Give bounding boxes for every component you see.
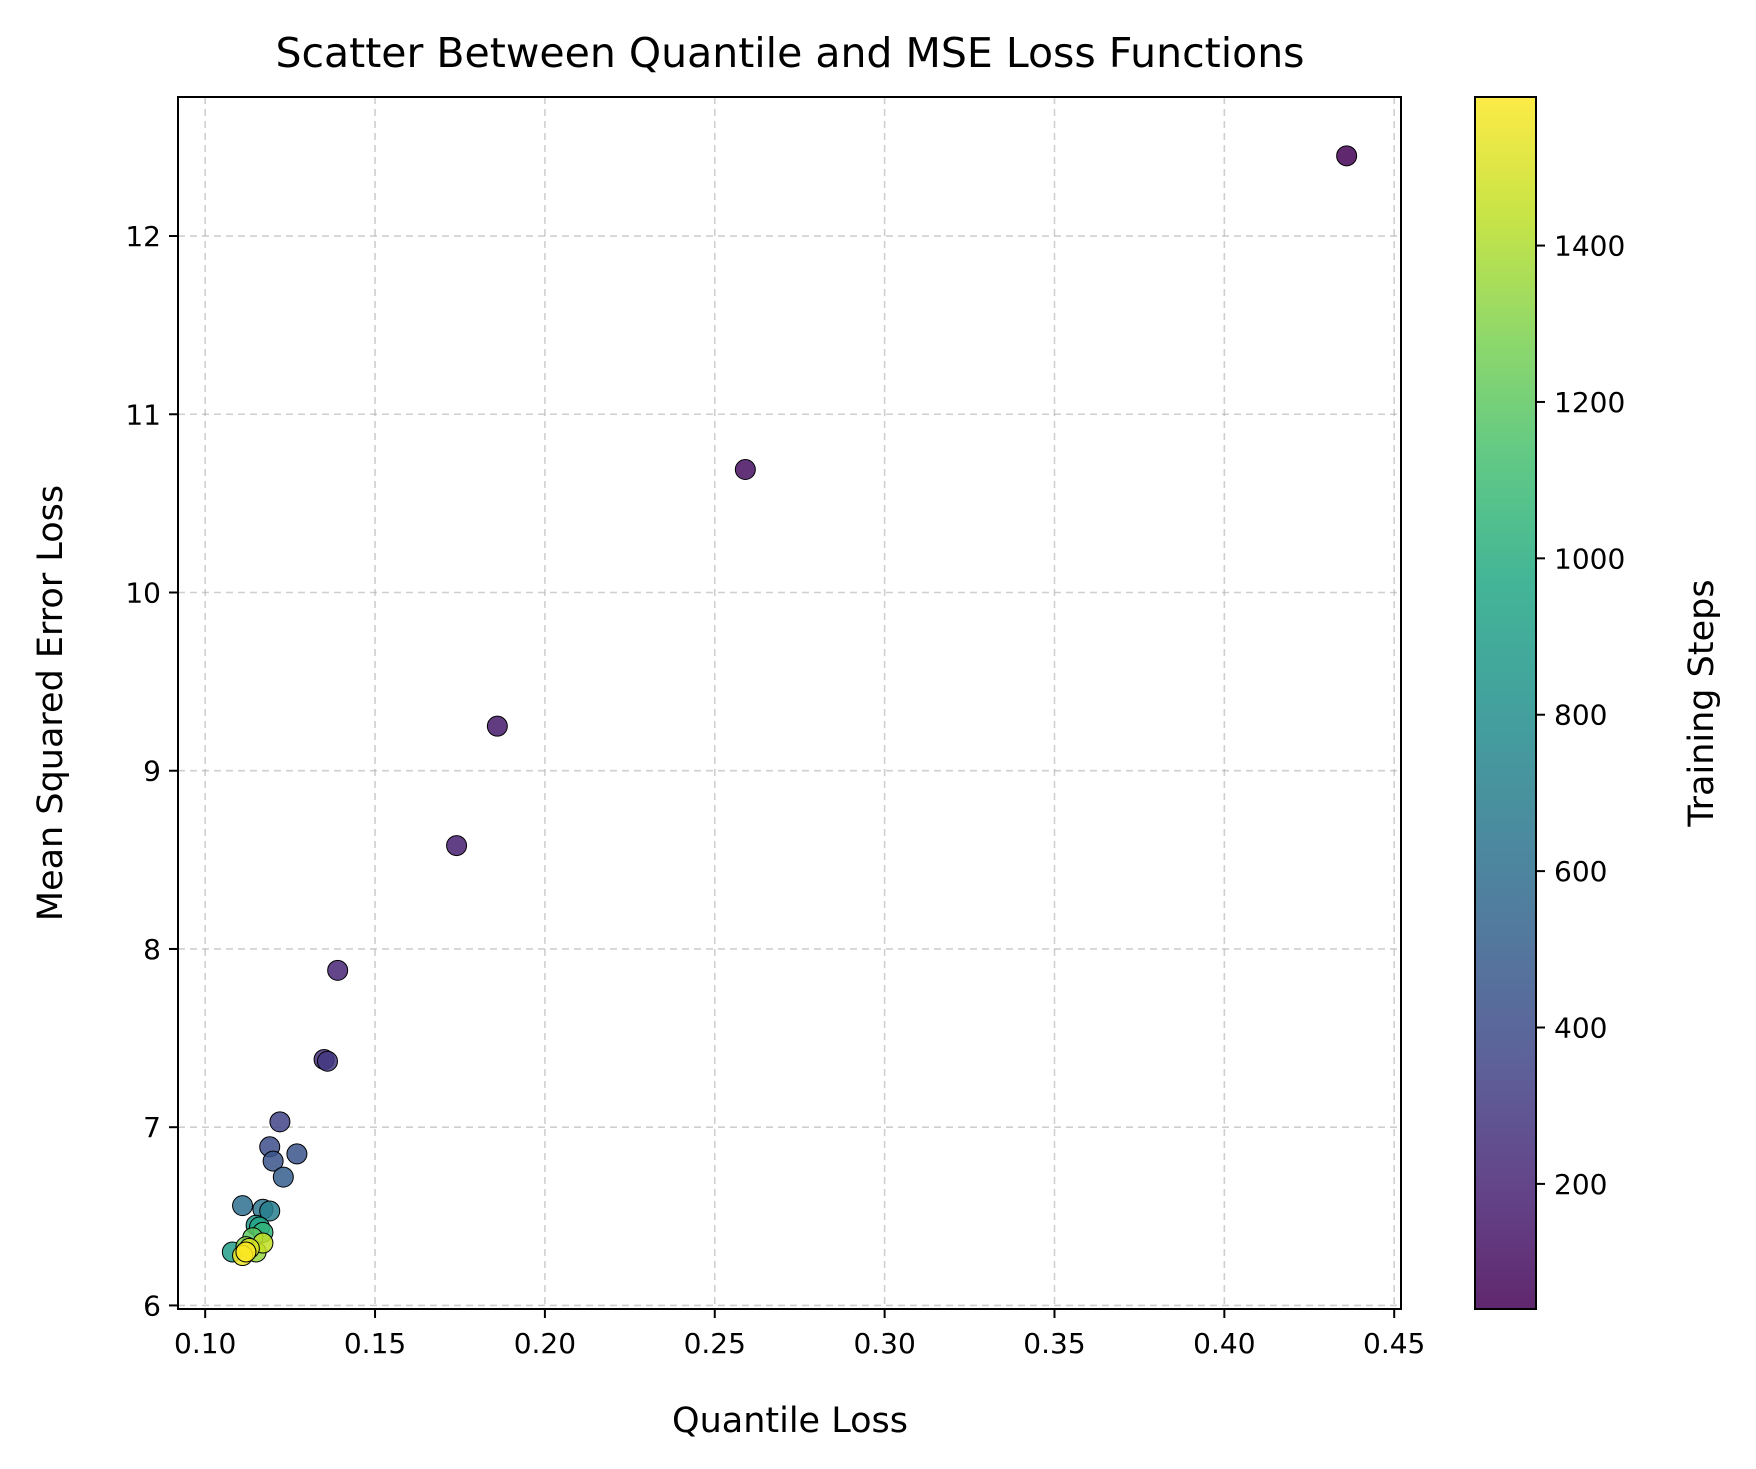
colorbar-tick-label: 600: [1554, 855, 1607, 888]
scatter-point: [446, 835, 468, 857]
x-axis-label: Quantile Loss: [672, 1401, 908, 1441]
colorbar: 200 400 600 800 1000 1200 1400: [1474, 96, 1625, 1310]
y-tick-label: 6: [143, 1289, 161, 1322]
y-tick-label: 9: [143, 755, 161, 788]
x-tick-label: 0.35: [1023, 1327, 1085, 1360]
colorbar-gradient: [1474, 96, 1537, 1310]
x-axis: 0.10 0.15 0.20 0.25 0.30 0.35 0.40 0.45: [174, 1309, 1425, 1360]
y-tick-label: 8: [143, 933, 161, 966]
x-tick-label: 0.20: [514, 1327, 576, 1360]
scatter-point: [232, 1195, 254, 1217]
plot-frame: [177, 96, 1402, 1310]
scatter-point: [486, 715, 508, 737]
y-axis-label: Mean Squared Error Loss: [31, 485, 71, 921]
scatter-point: [734, 459, 756, 481]
x-tick-label: 0.10: [174, 1327, 236, 1360]
scatter-point: [259, 1200, 281, 1222]
scatter-point: [235, 1241, 257, 1263]
colorbar-tick-label: 400: [1554, 1012, 1607, 1045]
grid: [178, 97, 1401, 1309]
colorbar-tick-label: 200: [1554, 1168, 1607, 1201]
x-tick-label: 0.15: [344, 1327, 406, 1360]
scatter-point: [272, 1166, 294, 1188]
y-axis: 6 7 8 9 10 11 12: [125, 220, 178, 1322]
y-tick-label: 7: [143, 1111, 161, 1144]
colorbar-tick-label: 1200: [1554, 386, 1625, 419]
scatter-point: [327, 959, 349, 981]
x-tick-label: 0.45: [1363, 1327, 1425, 1360]
colorbar-tick-label: 800: [1554, 699, 1607, 732]
scatter-points: [221, 145, 1358, 1267]
y-tick-label: 12: [125, 220, 161, 253]
scatter-point: [286, 1143, 308, 1165]
y-tick-label: 11: [125, 398, 161, 431]
y-tick-label: 10: [125, 576, 161, 609]
x-tick-label: 0.40: [1193, 1327, 1255, 1360]
chart-title: Scatter Between Quantile and MSE Loss Fu…: [275, 29, 1304, 77]
scatter-point: [262, 1150, 284, 1172]
colorbar-tick-label: 1400: [1554, 230, 1625, 263]
scatter-point: [269, 1111, 291, 1133]
x-tick-label: 0.25: [684, 1327, 746, 1360]
x-tick-label: 0.30: [853, 1327, 915, 1360]
plot-area: 0.10 0.15 0.20 0.25 0.30 0.35 0.40 0.45 6 7 8 9 10 1…: [125, 96, 1425, 1360]
scatter-point: [316, 1050, 338, 1072]
colorbar-ticks: 200 400 600 800 1000 1200 1400: [1536, 230, 1625, 1201]
scatter-point: [1336, 145, 1358, 167]
colorbar-tick-label: 1000: [1554, 542, 1625, 575]
colorbar-label: Training Steps: [1682, 579, 1722, 827]
